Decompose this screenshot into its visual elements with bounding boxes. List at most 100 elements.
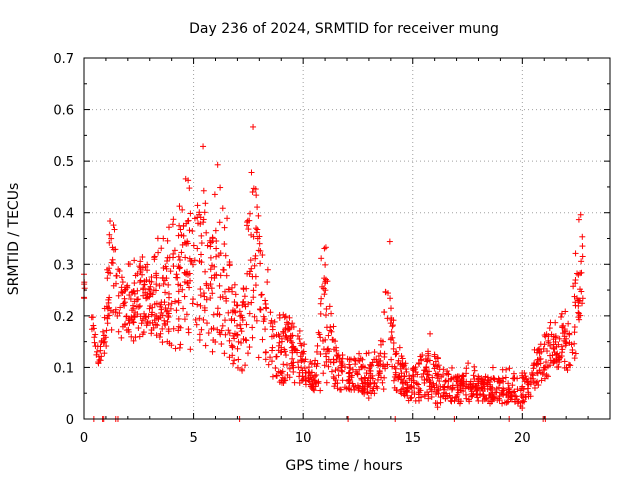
- data-point: [455, 398, 462, 405]
- data-point: [297, 340, 304, 347]
- data-point: [128, 314, 135, 321]
- data-point: [207, 243, 214, 250]
- data-point: [554, 350, 561, 357]
- data-point: [325, 356, 332, 363]
- data-point: [245, 350, 252, 357]
- data-point: [200, 216, 207, 223]
- data-point: [472, 383, 479, 390]
- data-point: [101, 314, 108, 321]
- data-point: [283, 361, 290, 368]
- data-point: [555, 363, 562, 370]
- data-point: [119, 279, 126, 286]
- data-point: [333, 344, 340, 351]
- data-point: [530, 365, 537, 372]
- data-point: [306, 378, 313, 385]
- data-point: [217, 294, 224, 301]
- data-point: [143, 295, 150, 302]
- data-point: [308, 360, 315, 367]
- data-point: [465, 360, 472, 367]
- data-point: [257, 247, 264, 254]
- data-point: [280, 330, 287, 337]
- data-point: [130, 288, 137, 295]
- data-point: [561, 358, 568, 365]
- data-point: [474, 391, 481, 398]
- data-point: [91, 334, 98, 341]
- data-point: [104, 266, 111, 273]
- data-point: [189, 261, 196, 268]
- data-point: [184, 280, 191, 287]
- data-point: [352, 357, 359, 364]
- data-point: [136, 333, 143, 340]
- data-point: [228, 342, 235, 349]
- data-point: [252, 186, 259, 193]
- data-point: [317, 334, 324, 341]
- data-point: [118, 274, 125, 281]
- data-point: [113, 272, 120, 279]
- data-point: [550, 336, 557, 343]
- data-point: [361, 374, 368, 381]
- data-point: [191, 215, 198, 222]
- data-point: [579, 295, 586, 302]
- data-point: [567, 362, 574, 369]
- data-point: [202, 342, 209, 349]
- data-point: [292, 346, 299, 353]
- data-point: [364, 377, 371, 384]
- data-point: [452, 394, 459, 401]
- data-point: [207, 281, 214, 288]
- data-point: [338, 359, 345, 366]
- data-point: [268, 358, 275, 365]
- data-point: [181, 269, 188, 276]
- data-point: [499, 400, 506, 407]
- data-point: [234, 345, 241, 352]
- data-point: [252, 252, 259, 259]
- data-point: [455, 389, 462, 396]
- data-point: [144, 267, 151, 274]
- data-point: [190, 242, 197, 249]
- data-point: [535, 382, 542, 389]
- data-point: [103, 343, 110, 350]
- data-point: [496, 377, 503, 384]
- data-point: [178, 249, 185, 256]
- data-point: [345, 377, 352, 384]
- data-point: [571, 340, 578, 347]
- data-point: [173, 271, 180, 278]
- data-point: [448, 375, 455, 382]
- data-point: [207, 295, 214, 302]
- data-point: [221, 241, 228, 248]
- y-tick-label: 0.7: [53, 52, 74, 67]
- data-point: [436, 366, 443, 373]
- data-point: [132, 309, 139, 316]
- data-point: [195, 220, 202, 227]
- data-point: [89, 314, 96, 321]
- data-point: [313, 371, 320, 378]
- data-point: [219, 205, 226, 212]
- data-point: [354, 371, 361, 378]
- data-point: [281, 375, 288, 382]
- data-point: [269, 347, 276, 354]
- data-point: [270, 333, 277, 340]
- data-point: [395, 374, 402, 381]
- data-point: [204, 320, 211, 327]
- data-point: [348, 372, 355, 379]
- data-point: [367, 361, 374, 368]
- data-point: [238, 328, 245, 335]
- data-point: [144, 291, 151, 298]
- data-point: [250, 123, 257, 130]
- data-point: [565, 320, 572, 327]
- data-point: [140, 285, 147, 292]
- data-point: [151, 254, 158, 261]
- data-point: [186, 227, 193, 234]
- data-point: [465, 396, 472, 403]
- data-point: [170, 263, 177, 270]
- data-point: [427, 330, 434, 337]
- data-point: [153, 274, 160, 281]
- data-point: [286, 365, 293, 372]
- data-point: [387, 295, 394, 302]
- data-point: [503, 366, 510, 373]
- data-point: [434, 400, 441, 407]
- data-point: [106, 239, 113, 246]
- data-point: [152, 321, 159, 328]
- data-point: [156, 282, 163, 289]
- data-point: [249, 334, 256, 341]
- data-point: [448, 364, 455, 371]
